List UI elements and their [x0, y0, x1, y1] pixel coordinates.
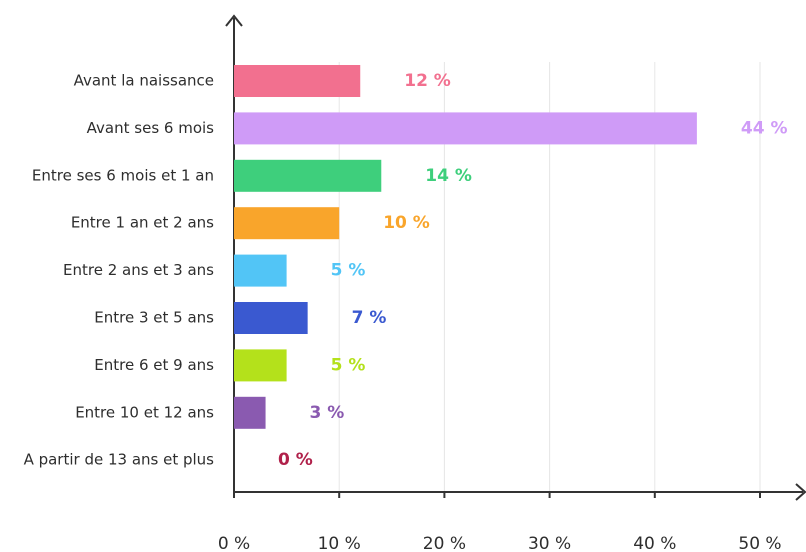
x-axis-arrow: [795, 483, 806, 501]
bar: [234, 302, 308, 334]
bar: [234, 254, 287, 287]
category-label: Entre 10 et 12 ans: [75, 403, 214, 421]
x-tick-label: 20 %: [423, 534, 466, 552]
value-label: 7 %: [352, 308, 387, 328]
value-label: 10 %: [383, 213, 430, 233]
category-label: Entre 1 an et 2 ans: [71, 214, 214, 232]
bar: [234, 159, 382, 192]
x-tick-label: 50 %: [738, 534, 781, 552]
bar: [234, 349, 287, 382]
x-tick-label: 40 %: [633, 534, 676, 552]
y-axis-arrow: [225, 14, 243, 27]
category-label: Entre ses 6 mois et 1 an: [32, 166, 214, 184]
value-label: 5 %: [331, 355, 366, 375]
x-tick-label: 0 %: [218, 534, 250, 552]
x-tick-label: 10 %: [318, 534, 361, 552]
category-label: Avant la naissance: [74, 72, 214, 90]
value-label: 3 %: [310, 403, 345, 423]
value-label: 44 %: [741, 118, 788, 138]
bar: [234, 396, 266, 429]
category-label: Entre 3 et 5 ans: [94, 309, 214, 327]
value-label: 12 %: [404, 71, 451, 91]
value-label: 14 %: [425, 166, 472, 186]
x-tick-label: 30 %: [528, 534, 571, 552]
value-label: 5 %: [331, 261, 366, 281]
category-label: Avant ses 6 mois: [87, 119, 215, 137]
value-label: 0 %: [278, 450, 313, 470]
category-label: A partir de 13 ans et plus: [24, 451, 215, 469]
bar: [234, 65, 361, 97]
category-label: Entre 6 et 9 ans: [94, 356, 214, 374]
bar: [234, 207, 340, 240]
category-label: Entre 2 ans et 3 ans: [63, 261, 214, 279]
bar: [234, 112, 697, 145]
